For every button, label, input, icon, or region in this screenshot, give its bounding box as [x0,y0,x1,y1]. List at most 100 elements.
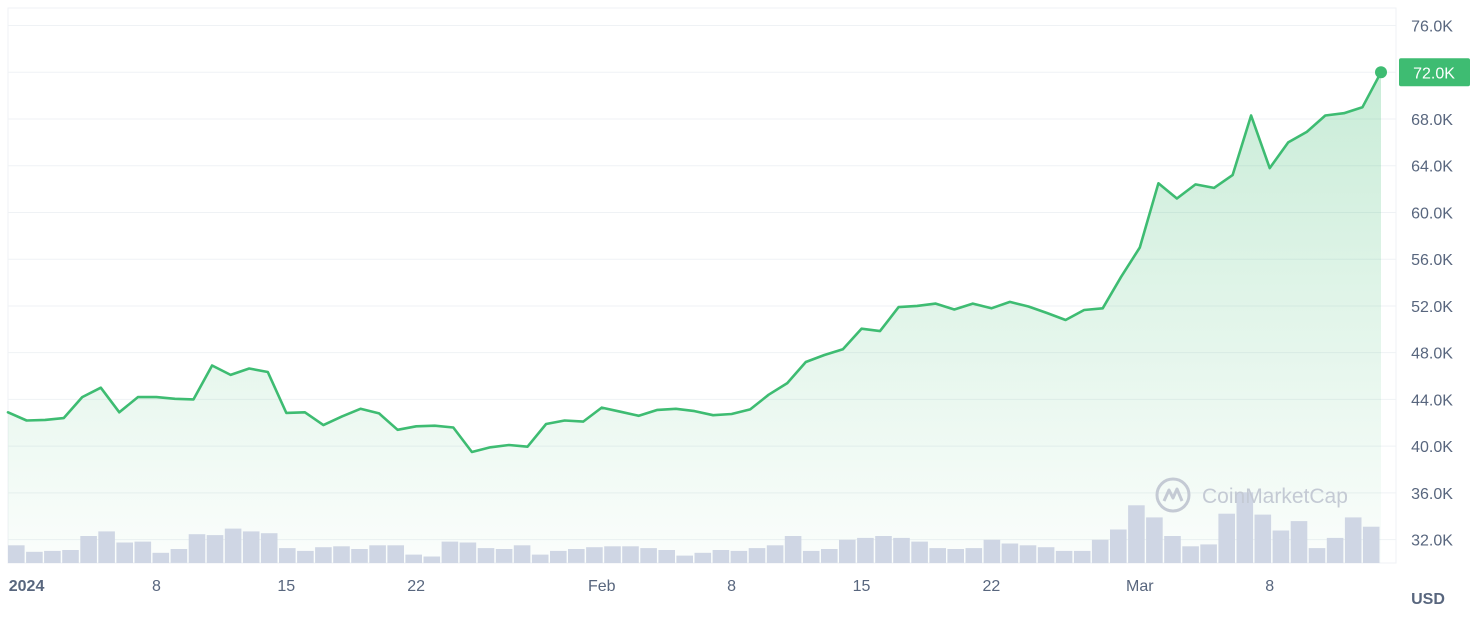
x-tick-label: 2024 [9,578,45,595]
volume-bar [857,537,874,563]
volume-bar [333,546,350,563]
volume-bar [1218,513,1235,563]
volume-bar [98,531,115,563]
watermark-logo-icon [1155,477,1191,513]
volume-bar [260,533,278,563]
volume-bar [188,534,206,563]
volume-bar [1110,529,1127,563]
volume-bar [80,536,97,563]
volume-bars [8,492,1380,564]
price-line [6,71,1383,454]
volume-bar [694,552,712,563]
watermark: CoinMarketCap [1155,477,1348,513]
volume-bar [947,549,964,563]
volume-bar [134,541,152,563]
volume-bar [459,542,477,563]
volume-bar [1272,530,1290,563]
y-axis: 76.0K 72.0K 68.0K 64.0K 60.0K 56.0K 52.0K 48.0K… [1411,19,1453,550]
volume-bar [1146,517,1163,563]
y-tick-label: 48.0K [1411,346,1453,363]
volume-bar [784,536,802,563]
volume-bar [622,546,639,563]
current-price-badge: 72.0K [1399,58,1470,87]
volume-bar [170,549,188,563]
currency-unit-label: USD [1411,591,1445,608]
volume-bar [1091,539,1109,564]
price-area [8,72,1381,564]
volume-bar [965,548,983,563]
volume-bar [1001,543,1019,563]
volume-bar [1164,536,1181,563]
volume-bar [929,548,946,563]
volume-bar [279,548,296,563]
volume-bar [821,549,838,563]
volume-bar [152,552,170,563]
x-axis: 2024 8 15 22 Feb 8 15 22 Mar 8 [9,578,1274,595]
volume-bar [1290,521,1308,563]
volume-bar [531,554,549,563]
volume-bar [297,550,314,563]
current-price-label: 72.0K [1413,65,1455,82]
volume-bar [640,548,657,563]
volume-bar [1055,550,1073,563]
x-tick-label: 15 [853,578,871,595]
volume-bar [658,550,675,563]
y-tick-label: 40.0K [1411,439,1453,456]
volume-bar [550,550,567,563]
y-tick-label: 60.0K [1411,205,1453,222]
volume-bar [224,528,242,563]
volume-bar [387,545,404,563]
volume-bar [1073,550,1091,563]
watermark-text: CoinMarketCap [1202,485,1348,508]
price-line-group [6,66,1387,454]
volume-bar [676,555,693,563]
volume-bar [1344,517,1362,563]
current-price-dot [1375,66,1387,79]
volume-bar [875,536,892,563]
volume-bar [351,549,368,563]
volume-bar [568,549,585,563]
volume-bar [44,550,61,563]
volume-bar [911,541,928,563]
volume-bar [983,539,1001,564]
volume-bar [1200,544,1217,563]
volume-bar [116,542,133,563]
volume-bar [441,541,459,563]
volume-bar [1019,545,1037,563]
volume-bar [1037,547,1055,563]
y-tick-label: 32.0K [1411,533,1453,550]
volume-bar [730,550,748,563]
volume-bar [1326,537,1344,563]
volume-bar [1236,492,1254,563]
volume-bar [1308,548,1326,563]
y-tick-label: 44.0K [1411,392,1453,409]
y-tick-label: 64.0K [1411,159,1453,176]
volume-bar [405,554,422,563]
volume-bar [315,547,332,563]
x-tick-label: Mar [1126,578,1154,595]
volume-bar [477,548,495,563]
volume-bar [62,550,79,563]
x-tick-label: 8 [1265,578,1274,595]
y-tick-label: 76.0K [1411,19,1453,36]
x-tick-label: 22 [407,578,425,595]
y-tick-label: 52.0K [1411,299,1453,316]
volume-bar [1254,514,1272,563]
volume-bar [26,551,43,563]
volume-bar [1362,526,1380,563]
volume-bar [802,550,820,563]
volume-bar [513,545,531,563]
x-tick-label: 22 [982,578,1000,595]
volume-bar [893,537,910,563]
volume-bar [1182,546,1199,563]
volume-bar [1128,505,1145,563]
y-tick-label: 36.0K [1411,486,1453,503]
x-tick-label: 8 [152,578,161,595]
volume-bar [586,547,603,563]
volume-bar [8,545,25,563]
price-area-fill [8,72,1381,564]
current-price-badge-bg [1399,58,1470,87]
x-tick-label: 8 [727,578,736,595]
volume-bar [242,531,260,563]
